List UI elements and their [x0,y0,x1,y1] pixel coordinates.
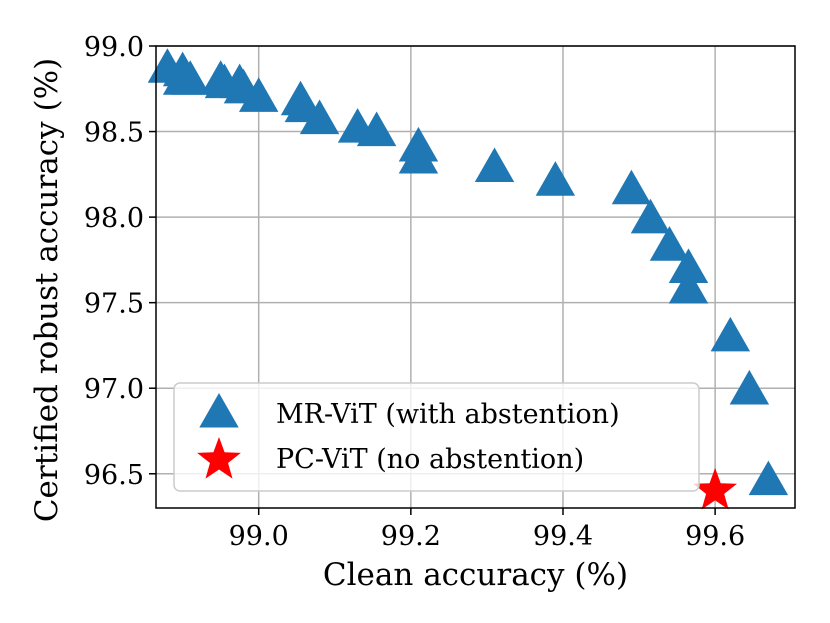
mr-vit-point [238,77,279,112]
y-tick-label: 98.0 [84,203,144,234]
mr-vit-point [668,268,709,304]
legend-marker-pc-vit [197,437,241,479]
mr-vit-point [535,161,576,196]
y-tick-label: 97.5 [84,289,144,320]
x-tick-label: 99.0 [229,521,289,552]
y-tick-label: 96.5 [84,460,144,491]
mr-vit-point [729,369,770,405]
tick-marks [149,45,716,515]
mr-vit-point [611,169,652,205]
legend-box [173,382,700,492]
mr-vit-point [170,60,210,95]
legend-label-pc-vit: PC-ViT (no abstention) [276,444,584,475]
mr-vit-point [748,460,789,496]
mr-vit-point [299,99,340,135]
x-tick-label: 99.2 [381,521,441,552]
y-axis-label: Certified robust accuracy (%) [29,58,65,522]
legend-label-mr-vit: MR-ViT (with abstention) [276,399,620,430]
data-points [147,48,789,510]
plot-frame [155,45,796,509]
mr-vit-point [649,226,690,261]
legend: MR-ViT (with abstention) PC-ViT (no abst… [173,382,700,492]
mr-vit-point [474,147,515,183]
legend-marker-mr-vit [199,392,239,428]
y-tick-label: 97.0 [84,374,144,405]
x-tick-label: 99.4 [533,521,593,552]
y-tick-label: 98.5 [84,118,144,149]
mr-vit-point [630,198,671,234]
x-tick-labels: 99.0 99.2 99.4 99.6 [229,521,746,552]
x-axis-label: Clean accuracy (%) [323,557,628,593]
y-tick-labels: 96.5 97.0 97.5 98.0 98.5 99.0 [84,32,144,491]
pc-vit-point [693,467,737,510]
mr-vit-point [710,316,751,352]
mr-vit-point [398,138,439,174]
mr-vit-point [356,111,397,147]
y-tick-label: 99.0 [84,32,144,63]
mr-vit-point [668,248,709,283]
x-tick-label: 99.6 [685,521,745,552]
